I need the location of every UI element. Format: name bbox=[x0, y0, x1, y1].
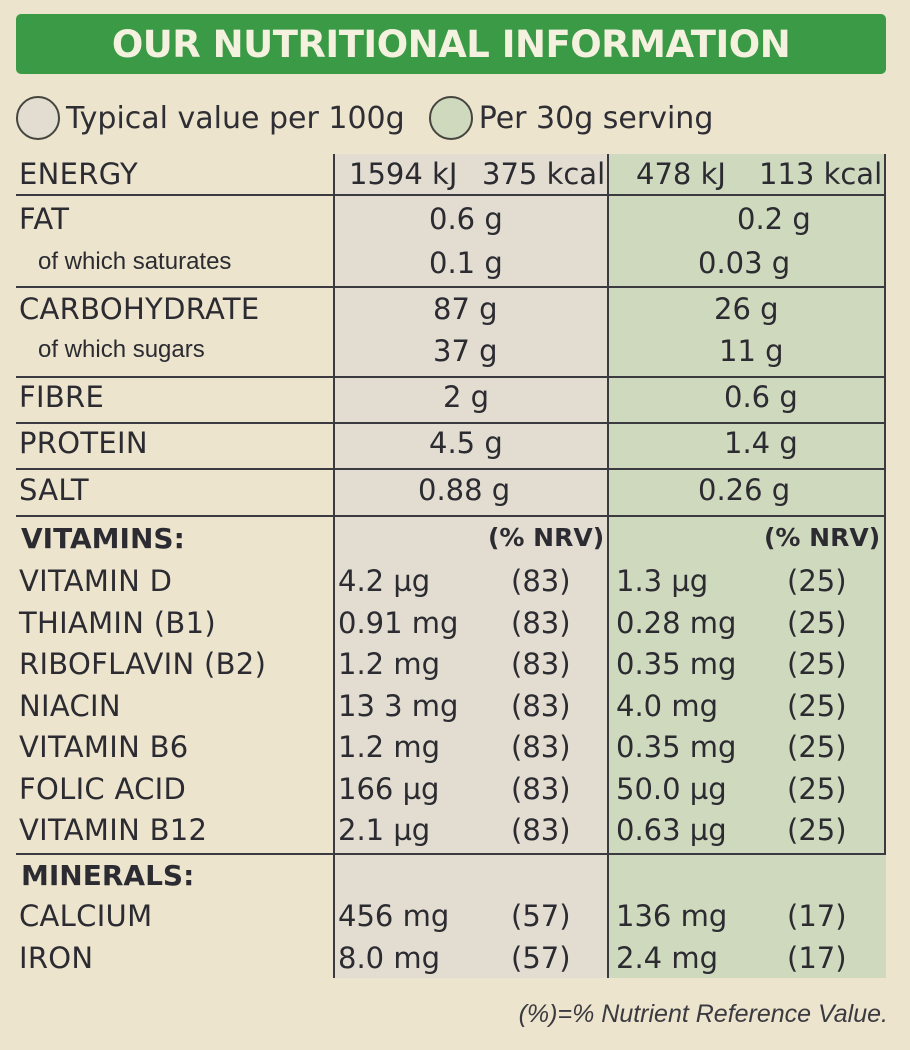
nrv-100g: (83) bbox=[511, 564, 571, 598]
nutrient-name: THIAMIN (B1) bbox=[19, 605, 216, 640]
nrv-100g: (57) bbox=[511, 899, 571, 933]
saturates-serving: 0.03 g bbox=[698, 246, 791, 280]
nrv-100g: (83) bbox=[511, 605, 571, 640]
nutrition-title-banner: OUR NUTRITIONAL INFORMATION bbox=[16, 14, 886, 74]
salt-label: SALT bbox=[19, 473, 89, 507]
legend: Typical value per 100g Per 30g serving bbox=[16, 96, 713, 140]
divider bbox=[16, 468, 886, 470]
table-right-border bbox=[884, 154, 886, 854]
footnote: (%)=% Nutrient Reference Value. bbox=[518, 1000, 888, 1028]
value-100g: 8.0 mg bbox=[338, 941, 440, 975]
nutrient-name: CALCIUM bbox=[19, 899, 153, 933]
energy-kj-serving: 478 kJ bbox=[636, 157, 726, 191]
value-serving: 0.63 µg bbox=[616, 813, 727, 847]
energy-kcal-100g: 375 kcal bbox=[482, 157, 606, 191]
nutrient-name: VITAMIN B12 bbox=[19, 813, 208, 847]
minerals-heading: MINERALS: bbox=[21, 859, 195, 892]
fibre-label: FIBRE bbox=[19, 380, 105, 414]
value-100g: 1.2 mg bbox=[338, 730, 440, 764]
nrv-serving: (25) bbox=[787, 813, 847, 847]
protein-label: PROTEIN bbox=[19, 426, 148, 460]
nrv-serving: (25) bbox=[787, 688, 847, 723]
salt-serving: 0.26 g bbox=[698, 473, 791, 507]
nrv-serving: (25) bbox=[787, 647, 847, 681]
divider bbox=[16, 286, 886, 288]
sugars-100g: 37 g bbox=[433, 334, 498, 368]
value-serving: 50.0 µg bbox=[616, 771, 727, 806]
nrv-100g: (83) bbox=[511, 813, 571, 847]
vitamins-heading: VITAMINS: bbox=[21, 522, 185, 555]
nrv-serving: (25) bbox=[787, 771, 847, 806]
value-100g: 13 3 mg bbox=[338, 688, 459, 723]
carbohydrate-label: CARBOHYDRATE bbox=[19, 292, 260, 326]
nutrition-table: ENERGY 1594 kJ 375 kcal 478 kJ 113 kcal … bbox=[16, 154, 886, 978]
nutrient-name: FOLIC ACID bbox=[19, 771, 187, 806]
fat-serving: 0.2 g bbox=[737, 202, 811, 236]
nrv-serving: (25) bbox=[787, 564, 847, 598]
column-divider bbox=[607, 154, 609, 978]
divider bbox=[16, 194, 886, 196]
value-serving: 1.3 µg bbox=[616, 564, 709, 598]
page-title: OUR NUTRITIONAL INFORMATION bbox=[111, 22, 791, 66]
fibre-serving: 0.6 g bbox=[724, 380, 798, 414]
value-serving: 0.35 mg bbox=[616, 730, 737, 764]
nrv-100g: (83) bbox=[511, 688, 571, 723]
legend-per-100g: Typical value per 100g bbox=[66, 100, 405, 136]
nrv-serving: (25) bbox=[787, 605, 847, 640]
nrv-serving: (17) bbox=[787, 899, 847, 933]
protein-serving: 1.4 g bbox=[724, 426, 798, 460]
divider bbox=[16, 515, 886, 517]
legend-per-serving: Per 30g serving bbox=[478, 100, 714, 136]
divider bbox=[16, 376, 886, 378]
value-100g: 166 µg bbox=[338, 771, 440, 806]
value-serving: 2.4 mg bbox=[616, 941, 718, 975]
nutrient-name: VITAMIN D bbox=[19, 564, 173, 598]
nutrient-name: VITAMIN B6 bbox=[19, 730, 189, 764]
nrv-header-100g: (% NRV) bbox=[488, 523, 605, 552]
carbohydrate-100g: 87 g bbox=[433, 292, 498, 326]
value-serving: 0.28 mg bbox=[616, 605, 737, 640]
value-100g: 4.2 µg bbox=[338, 564, 431, 598]
divider bbox=[16, 853, 886, 855]
saturates-100g: 0.1 g bbox=[429, 246, 503, 280]
nutrient-name: IRON bbox=[19, 941, 94, 975]
nrv-100g: (83) bbox=[511, 771, 571, 806]
sugars-label: of which sugars bbox=[38, 336, 205, 363]
energy-kj-100g: 1594 kJ bbox=[349, 157, 458, 191]
value-serving: 136 mg bbox=[616, 899, 728, 933]
saturates-label: of which saturates bbox=[38, 248, 232, 275]
value-100g: 456 mg bbox=[338, 899, 450, 933]
nrv-serving: (17) bbox=[787, 941, 847, 975]
nutrient-name: RIBOFLAVIN (B2) bbox=[19, 647, 267, 681]
fat-100g: 0.6 g bbox=[429, 202, 503, 236]
value-serving: 0.35 mg bbox=[616, 647, 737, 681]
energy-row: ENERGY 1594 kJ 375 kcal 478 kJ 113 kcal bbox=[16, 156, 886, 196]
per-serving-legend-circle-icon bbox=[428, 96, 473, 140]
divider bbox=[16, 422, 886, 424]
nrv-serving: (25) bbox=[787, 730, 847, 764]
value-serving: 4.0 mg bbox=[616, 688, 718, 723]
nutrient-name: NIACIN bbox=[19, 688, 121, 723]
per-100g-legend-circle-icon bbox=[16, 96, 60, 140]
nrv-100g: (83) bbox=[511, 730, 571, 764]
nrv-100g: (57) bbox=[511, 941, 571, 975]
fibre-100g: 2 g bbox=[443, 380, 490, 414]
per-serving-column-bg bbox=[608, 154, 886, 978]
sugars-serving: 11 g bbox=[719, 334, 784, 368]
per-100g-column-bg bbox=[334, 154, 608, 978]
carbohydrate-serving: 26 g bbox=[714, 292, 779, 326]
salt-100g: 0.88 g bbox=[418, 473, 511, 507]
fat-label: FAT bbox=[19, 202, 70, 236]
value-100g: 1.2 mg bbox=[338, 647, 440, 681]
value-100g: 0.91 mg bbox=[338, 605, 459, 640]
energy-kcal-serving: 113 kcal bbox=[759, 157, 883, 191]
value-100g: 2.1 µg bbox=[338, 813, 431, 847]
protein-100g: 4.5 g bbox=[429, 426, 503, 460]
column-divider bbox=[333, 154, 335, 978]
nrv-100g: (83) bbox=[511, 647, 571, 681]
nrv-header-serving: (% NRV) bbox=[764, 523, 881, 552]
energy-label: ENERGY bbox=[19, 157, 139, 191]
